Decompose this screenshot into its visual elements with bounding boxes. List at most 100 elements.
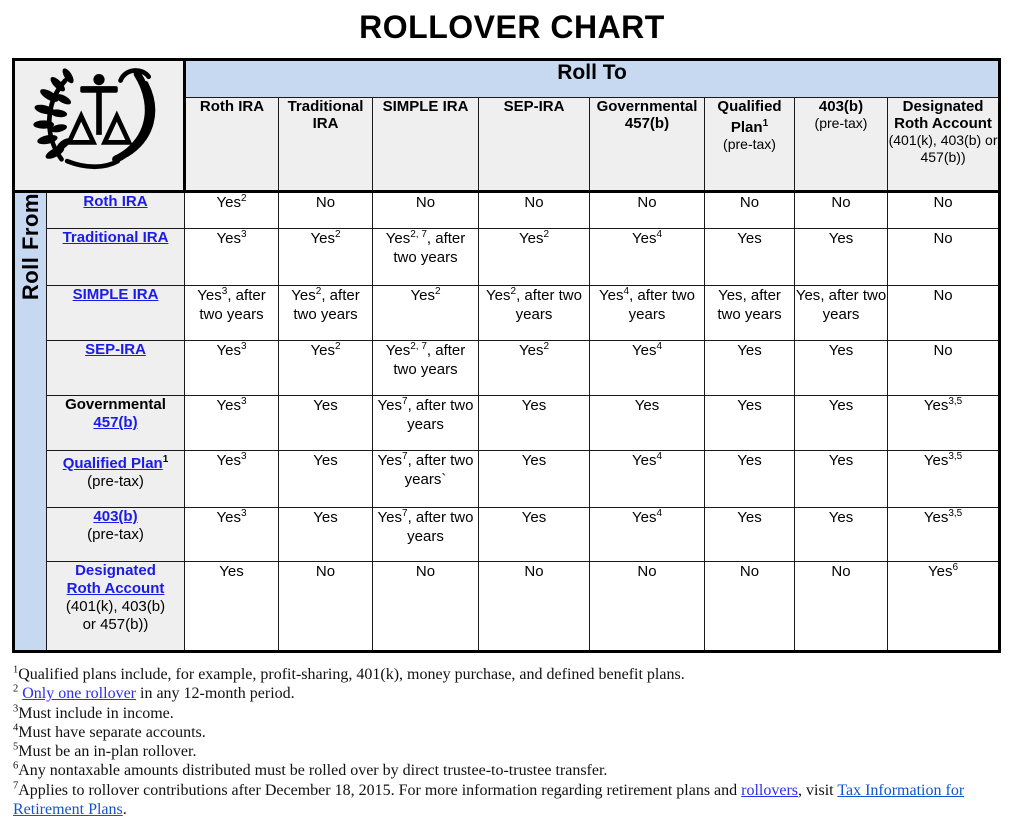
- cell-value: Yes: [828, 397, 854, 414]
- footnote-ref: 4: [656, 451, 663, 462]
- row-link-sep-ira[interactable]: SEP-IRA: [85, 341, 146, 358]
- cell-simple-ira-to-simple-ira: Yes2: [372, 285, 479, 341]
- cell-simple-ira-to-governmental-457-b: Yes4, after two years: [589, 285, 705, 341]
- cell-governmental-457b-to-sep-ira: Yes: [478, 395, 590, 451]
- cell-simple-ira-to-sep-ira: Yes2, after two years: [478, 285, 590, 341]
- footnote-ref: 4: [623, 286, 630, 297]
- cell-traditional-ira-to-qualified-plan: Yes: [704, 228, 795, 286]
- cell-value: Yes: [828, 230, 854, 247]
- cell-traditional-ira-to-roth-ira: Yes3: [184, 228, 279, 286]
- row-link-traditional-ira[interactable]: Traditional IRA: [62, 229, 169, 246]
- cell-value: Yes: [385, 230, 411, 247]
- footnote-ref: 7: [402, 508, 408, 519]
- row-header-simple-ira: SIMPLE IRA: [46, 285, 185, 341]
- cell-value: Yes: [216, 194, 241, 211]
- footnote-text: .: [122, 801, 127, 819]
- irs-logo-cell: [13, 59, 186, 193]
- footnote-ref: 4: [656, 508, 663, 519]
- cell-value: No: [415, 194, 436, 211]
- footnote-ref: 2: [315, 286, 322, 297]
- cell-qualified-plan-to-qualified-plan: Yes: [704, 450, 795, 508]
- cell-value: No: [933, 194, 953, 211]
- cell-roth-ira-to-designated-roth-account: No: [886, 191, 1001, 229]
- row-link-roth-account[interactable]: Roth Account: [66, 580, 165, 597]
- row-link-simple-ira[interactable]: SIMPLE IRA: [72, 286, 159, 303]
- footnote-link-only-one-rollover[interactable]: Only one rollover: [22, 685, 136, 703]
- cell-qualified-plan-to-designated-roth-account: Yes3,5: [886, 450, 1001, 508]
- table-row-roth-ira: Roll From Roth IRA Yes2 No No No No No No No: [13, 191, 1001, 652]
- footnote-ref: 2: [434, 286, 441, 297]
- cell-value: No: [831, 194, 851, 211]
- cell-403b-to-sep-ira: Yes: [478, 507, 590, 562]
- cell-value: No: [637, 563, 657, 580]
- cell-value: Yes: [310, 230, 335, 247]
- cell-value: No: [933, 287, 953, 304]
- cell-roth-ira-to-traditional-ira: No: [278, 191, 373, 229]
- cell-value: No: [415, 563, 436, 580]
- cell-value: Yes: [828, 509, 854, 526]
- footnote-text: Any nontaxable amounts distributed must …: [18, 762, 608, 780]
- cell-value-suffix: , after two years: [199, 287, 266, 323]
- cell-value: Yes: [795, 287, 821, 304]
- cell-value: Yes: [313, 397, 338, 414]
- row-link-403-b[interactable]: 403(b): [93, 508, 138, 525]
- footnote-7: 7Applies to rollover contributions after…: [13, 781, 1007, 820]
- table-row-403b: 403(b) (pre-tax) Yes3 Yes Yes7, after two ye…: [14, 507, 1001, 562]
- footnote-text: Must have separate accounts.: [18, 723, 206, 741]
- cell-value: Yes: [828, 342, 854, 359]
- footnote-number: 5: [13, 741, 19, 753]
- cell-simple-ira-to-roth-ira: Yes3, after two years: [184, 285, 279, 341]
- cell-value: Yes: [216, 509, 241, 526]
- cell-value: Yes: [718, 287, 743, 304]
- cell-value: Yes: [737, 397, 762, 414]
- row-header-sep-ira: SEP-IRA: [46, 340, 185, 396]
- column-header-text: Governmental 457(b): [596, 98, 698, 132]
- footnote-ref: 4: [656, 341, 663, 352]
- footnote-ref: 3: [240, 396, 247, 407]
- cell-403b-to-simple-ira: Yes7, after two years: [372, 507, 479, 562]
- footnote-link-tax-information-for-retirement-plans[interactable]: Tax Information for Retirement Plans: [13, 781, 965, 819]
- cell-qualified-plan-to-roth-ira: Yes3: [184, 450, 279, 508]
- footnote-number: 1: [13, 664, 19, 676]
- cell-value: Yes: [197, 287, 222, 304]
- row-link-qualified-plan[interactable]: Qualified Plan: [62, 455, 163, 472]
- footnote-number: 4: [13, 722, 19, 734]
- footnote-1: 1Qualified plans include, for example, p…: [13, 665, 1007, 684]
- cell-value: No: [524, 563, 544, 580]
- cell-designated-roth-account-to-simple-ira: No: [372, 561, 479, 652]
- cell-value: Yes: [291, 287, 316, 304]
- cell-403b-to-403-b: Yes: [794, 507, 888, 562]
- footnote-6: 6Any nontaxable amounts distributed must…: [13, 761, 1007, 780]
- row-link-457-b[interactable]: 457(b): [93, 414, 138, 431]
- footnote-ref: 3: [240, 451, 247, 462]
- laurel-leaves: [33, 68, 74, 159]
- rollover-table: Roll To Roth IRA Traditional IRA SIMPLE IR…: [12, 58, 1002, 653]
- roll-to-header: Roll To: [183, 59, 1001, 98]
- cell-value: No: [831, 563, 851, 580]
- cell-value: Yes: [923, 452, 949, 469]
- footnote-link-rollovers[interactable]: rollovers: [741, 781, 799, 799]
- roll-from-label: Roll From: [17, 193, 43, 301]
- row-link-roth-ira[interactable]: Roth IRA: [83, 193, 148, 210]
- footnote-ref: 3,5: [948, 396, 963, 407]
- footnote-ref: 4: [656, 229, 663, 240]
- column-header-simple-ira: SIMPLE IRA: [372, 97, 479, 193]
- cell-value: Yes: [631, 342, 657, 359]
- cell-traditional-ira-to-403-b: Yes: [794, 228, 888, 286]
- cell-roth-ira-to-qualified-plan: No: [704, 191, 795, 229]
- cell-value-suffix: , after two years: [407, 509, 474, 545]
- table-row-governmental-457b: Governmental 457(b) Yes3 Yes Yes7, after two…: [14, 395, 1001, 451]
- table-row-designated-roth-account: Designated Roth Account (401(k), 403(b) or …: [14, 561, 1001, 652]
- cell-value-suffix: , after two years: [393, 342, 466, 378]
- cell-roth-ira-to-governmental-457-b: No: [589, 191, 705, 229]
- table-row-traditional-ira: Traditional IRA Yes3 Yes2 Yes2, 7, after tw…: [14, 228, 1001, 286]
- footnote-number: 2: [13, 683, 19, 695]
- cell-value: Yes: [310, 342, 335, 359]
- cell-governmental-457b-to-roth-ira: Yes3: [184, 395, 279, 451]
- column-header-subtext: (pre-tax): [723, 136, 776, 152]
- page-title: ROLLOVER CHART: [359, 9, 665, 45]
- footnote-3: 3Must include in income.: [13, 704, 1007, 723]
- row-link-designated[interactable]: Designated: [75, 562, 156, 579]
- row-label-text: Governmental: [65, 396, 166, 413]
- cell-value: No: [637, 194, 657, 211]
